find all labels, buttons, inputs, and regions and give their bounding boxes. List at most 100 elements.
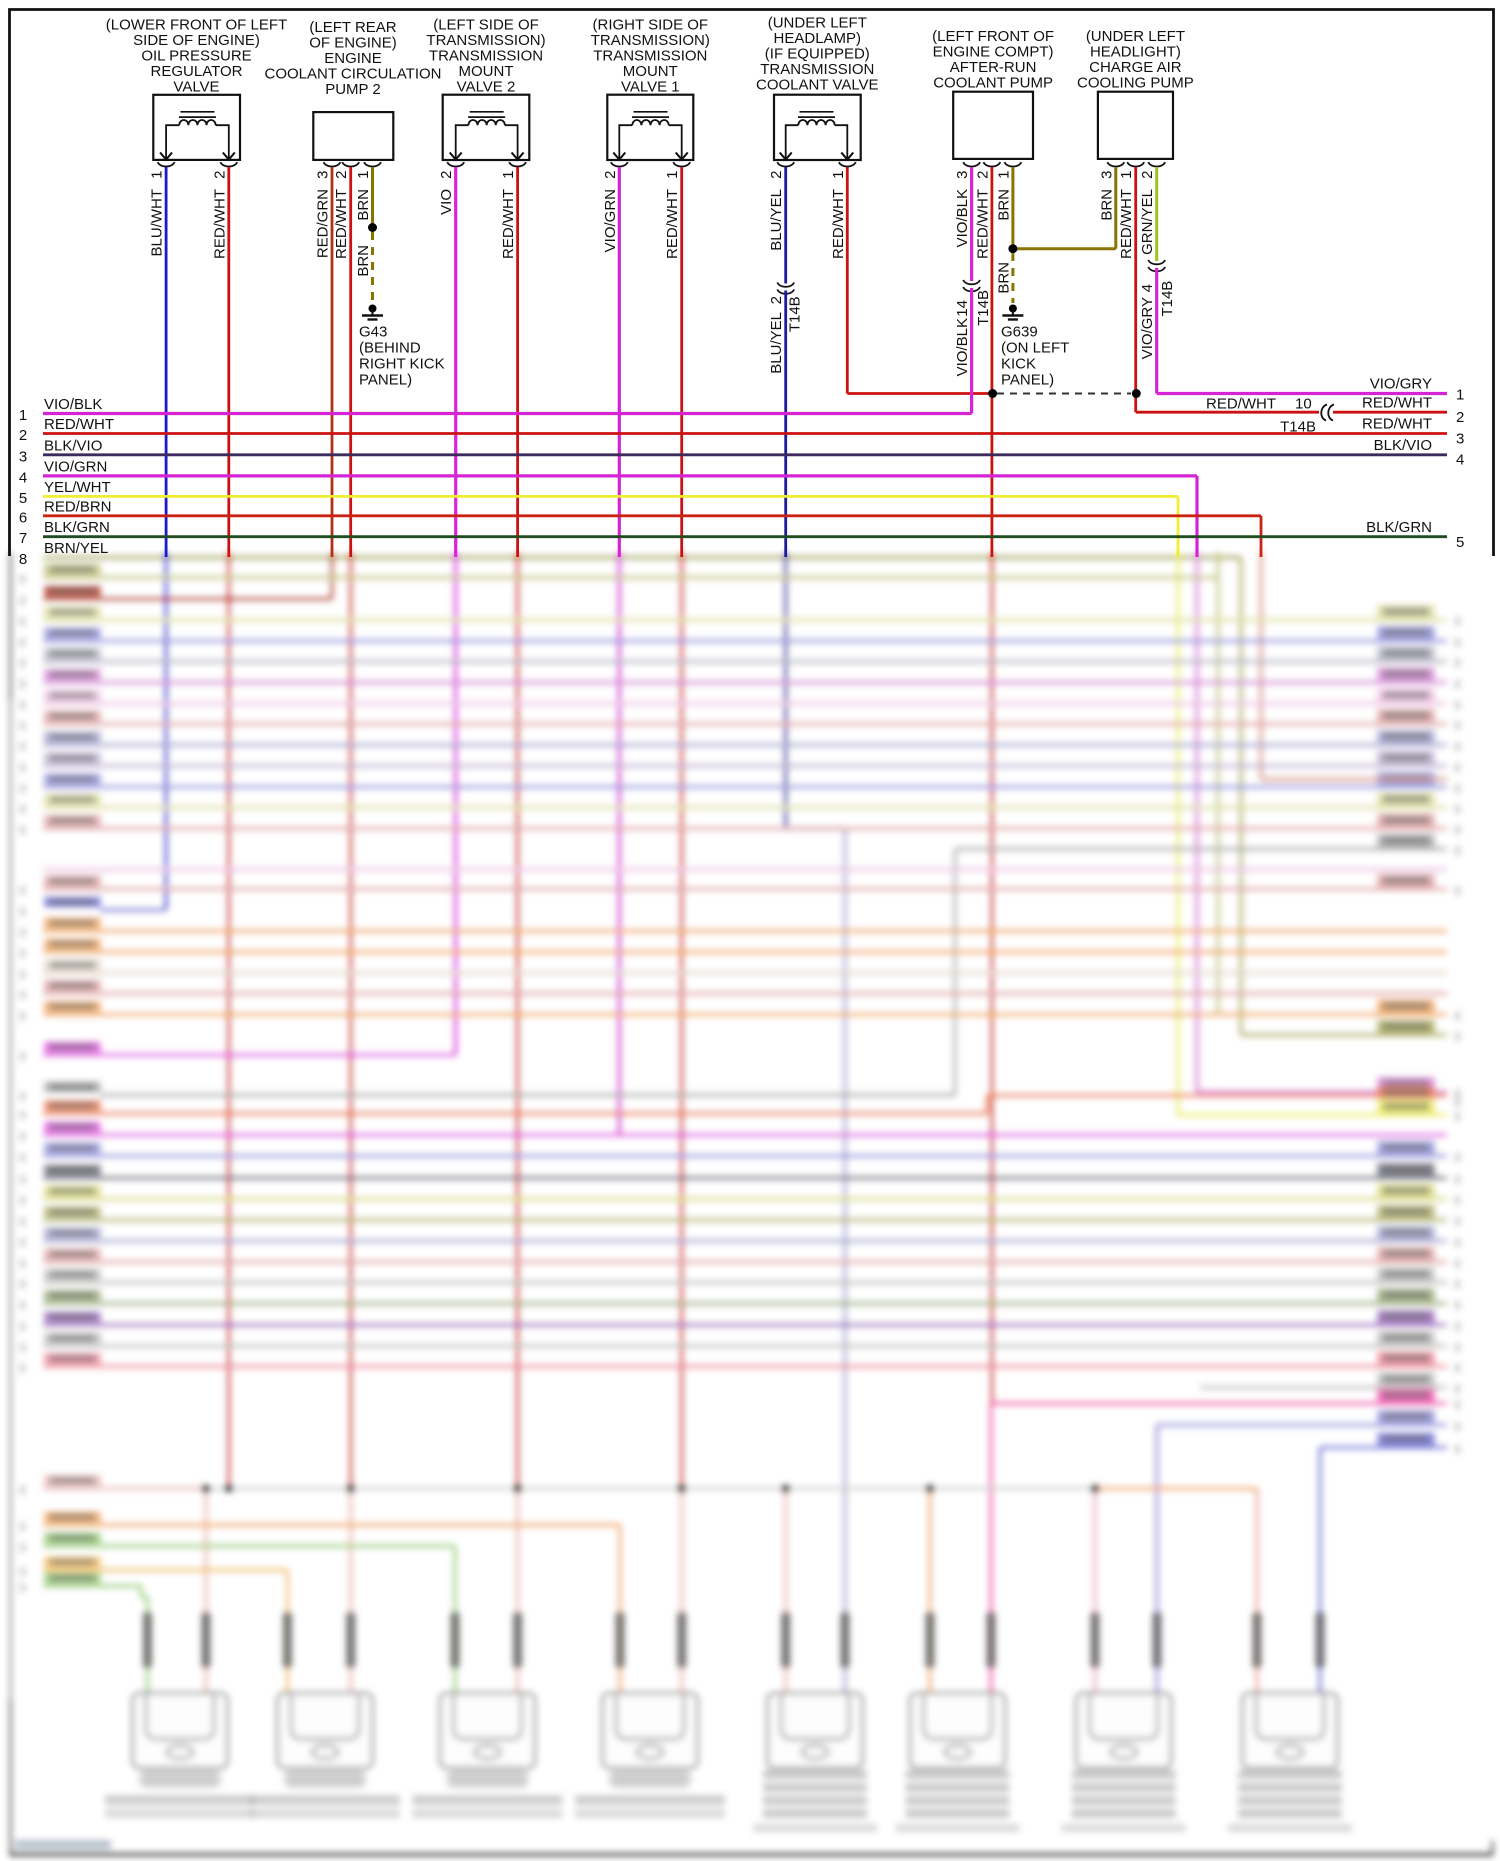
svg-text:2: 2: [1139, 171, 1156, 179]
svg-text:TRANSMISSION: TRANSMISSION: [760, 61, 874, 78]
svg-text:BLU/WHT: BLU/WHT: [149, 189, 166, 257]
svg-text:1: 1: [1118, 171, 1135, 179]
svg-text:VIO: VIO: [438, 189, 455, 215]
svg-text:1: 1: [19, 407, 27, 424]
svg-text:VIO/BLK: VIO/BLK: [44, 396, 102, 413]
svg-text:RED/WHT: RED/WHT: [1206, 396, 1276, 413]
svg-text:BRN: BRN: [995, 189, 1012, 221]
svg-text:MOUNT: MOUNT: [459, 63, 514, 80]
svg-text:PUMP 2: PUMP 2: [325, 81, 381, 98]
svg-text:2: 2: [768, 296, 785, 304]
svg-text:3: 3: [1098, 171, 1115, 179]
svg-text:2: 2: [768, 171, 785, 179]
svg-text:YEL/WHT: YEL/WHT: [44, 479, 111, 496]
svg-text:RED/WHT: RED/WHT: [211, 189, 228, 259]
svg-text:2: 2: [974, 171, 991, 179]
svg-text:T14B: T14B: [975, 290, 992, 326]
svg-text:5: 5: [1456, 534, 1464, 551]
svg-text:RED/WHT: RED/WHT: [44, 416, 114, 433]
svg-text:VALVE 1: VALVE 1: [621, 79, 680, 96]
svg-text:BRN: BRN: [355, 245, 372, 277]
svg-text:3: 3: [1456, 431, 1464, 448]
svg-text:1: 1: [664, 171, 681, 179]
svg-text:T14B: T14B: [1280, 419, 1316, 436]
svg-text:VIO/BLK: VIO/BLK: [954, 318, 971, 376]
svg-text:VIO/GRN: VIO/GRN: [44, 458, 107, 475]
svg-text:TRANSMISSION): TRANSMISSION): [591, 32, 710, 49]
svg-text:BLU/YEL: BLU/YEL: [768, 189, 785, 251]
svg-text:RED/WHT: RED/WHT: [1118, 189, 1135, 259]
svg-text:BRN: BRN: [1098, 189, 1115, 221]
svg-text:RED/WHT: RED/WHT: [500, 189, 517, 259]
svg-text:RED/WHT: RED/WHT: [830, 189, 847, 259]
svg-text:ENGINE COMPT): ENGINE COMPT): [933, 43, 1054, 60]
svg-text:1: 1: [1456, 387, 1464, 404]
svg-text:1: 1: [500, 171, 517, 179]
svg-text:BLK/GRN: BLK/GRN: [1366, 519, 1432, 536]
svg-text:2: 2: [211, 171, 228, 179]
svg-text:4: 4: [19, 469, 27, 486]
svg-text:2: 2: [19, 427, 27, 444]
svg-text:3: 3: [954, 171, 971, 179]
svg-text:10: 10: [1295, 396, 1312, 413]
svg-text:1: 1: [995, 171, 1012, 179]
svg-text:G43: G43: [359, 324, 387, 341]
svg-text:RED/WHT: RED/WHT: [1362, 416, 1432, 433]
svg-text:COOLING PUMP: COOLING PUMP: [1077, 75, 1194, 92]
svg-text:5: 5: [19, 490, 27, 507]
svg-text:OIL PRESSURE: OIL PRESSURE: [141, 48, 251, 65]
svg-text:1: 1: [830, 171, 847, 179]
svg-text:PANEL): PANEL): [1001, 372, 1054, 389]
svg-text:(LEFT REAR: (LEFT REAR: [309, 19, 396, 36]
svg-text:G639: G639: [1001, 324, 1038, 341]
svg-text:BLK/VIO: BLK/VIO: [44, 437, 102, 454]
svg-text:1: 1: [149, 171, 166, 179]
svg-text:VIO/GRY: VIO/GRY: [1139, 297, 1156, 359]
svg-text:COOLANT PUMP: COOLANT PUMP: [933, 75, 1053, 92]
svg-text:TRANSMISSION: TRANSMISSION: [593, 48, 707, 65]
svg-text:REGULATOR: REGULATOR: [151, 63, 243, 80]
svg-text:2: 2: [438, 171, 455, 179]
svg-text:2: 2: [602, 171, 619, 179]
svg-text:OF ENGINE): OF ENGINE): [309, 34, 397, 51]
svg-text:4: 4: [1456, 452, 1464, 469]
svg-text:HEADLAMP): HEADLAMP): [774, 30, 862, 47]
svg-text:BRN: BRN: [995, 262, 1012, 294]
svg-text:COOLANT CIRCULATION: COOLANT CIRCULATION: [265, 66, 442, 83]
svg-text:2: 2: [1456, 409, 1464, 426]
svg-text:8: 8: [19, 551, 27, 568]
svg-text:BRN: BRN: [355, 189, 372, 221]
svg-text:3: 3: [315, 171, 332, 179]
svg-text:3: 3: [19, 448, 27, 465]
svg-text:BLU/YEL: BLU/YEL: [768, 312, 785, 374]
svg-text:BRN/YEL: BRN/YEL: [44, 540, 108, 557]
svg-text:T14B: T14B: [787, 296, 804, 332]
svg-text:(LOWER FRONT OF LEFT: (LOWER FRONT OF LEFT: [106, 16, 287, 33]
svg-text:GRN/YEL: GRN/YEL: [1139, 189, 1156, 255]
svg-text:AFTER-RUN: AFTER-RUN: [950, 59, 1037, 76]
svg-text:4: 4: [1139, 284, 1156, 292]
svg-text:(BEHIND: (BEHIND: [359, 340, 421, 357]
svg-text:RED/WHT: RED/WHT: [664, 189, 681, 259]
svg-text:RIGHT KICK: RIGHT KICK: [359, 356, 445, 373]
svg-text:HEADLIGHT): HEADLIGHT): [1090, 43, 1181, 60]
svg-text:TRANSMISSION): TRANSMISSION): [426, 32, 545, 49]
svg-text:(ON LEFT: (ON LEFT: [1001, 340, 1069, 357]
svg-text:RED/GRN: RED/GRN: [315, 189, 332, 258]
svg-text:RED/WHT: RED/WHT: [974, 189, 991, 259]
svg-text:BLK/GRN: BLK/GRN: [44, 519, 110, 536]
svg-text:RED/WHT: RED/WHT: [333, 189, 350, 259]
svg-text:VALVE 2: VALVE 2: [457, 79, 516, 96]
svg-text:CHARGE AIR: CHARGE AIR: [1089, 59, 1182, 76]
svg-text:6: 6: [19, 509, 27, 526]
svg-text:(IF EQUIPPED): (IF EQUIPPED): [765, 46, 870, 63]
svg-text:TRANSMISSION: TRANSMISSION: [429, 48, 543, 65]
svg-text:ENGINE: ENGINE: [324, 50, 382, 67]
svg-text:VALVE: VALVE: [173, 79, 219, 96]
svg-text:KICK: KICK: [1001, 356, 1036, 373]
svg-text:7: 7: [19, 530, 27, 547]
svg-text:SIDE OF ENGINE): SIDE OF ENGINE): [133, 32, 260, 49]
svg-text:MOUNT: MOUNT: [623, 63, 678, 80]
svg-text:14: 14: [954, 300, 971, 317]
svg-text:(UNDER LEFT: (UNDER LEFT: [768, 14, 867, 31]
